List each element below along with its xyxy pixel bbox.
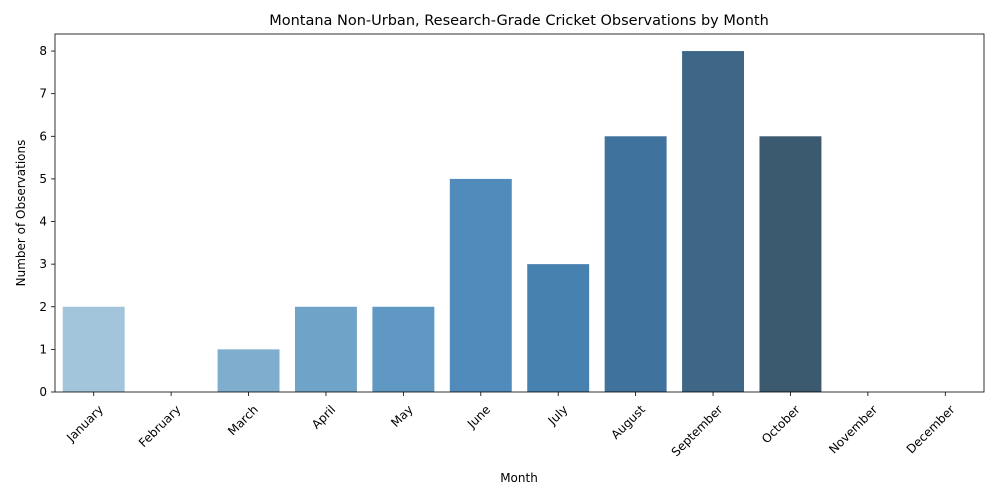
x-tick-label: April [309,402,338,431]
bar-may [372,306,435,392]
y-tick-label: 8 [39,44,47,58]
y-axis-label: Number of Observations [14,140,28,287]
y-tick-label: 2 [39,300,47,314]
bar-august [604,136,667,392]
x-tick-label: August [608,402,648,442]
x-axis: January February March April May June July Augu… [63,392,958,459]
y-tick-label: 4 [39,215,47,229]
bar-january [62,306,125,392]
bar-october [759,136,822,392]
y-axis: 0 1 2 3 4 5 6 7 8 [39,44,55,399]
plot-frame [54,33,985,393]
x-axis-label: Month [500,471,538,485]
chart-title: Montana Non-Urban, Research-Grade Cricke… [269,13,769,29]
y-tick-label: 1 [39,342,47,356]
x-tick-label: December [904,402,958,456]
x-tick-label: July [545,402,571,428]
bars-group [62,51,822,393]
bar-april [294,306,357,392]
x-tick-label: October [759,402,803,446]
x-tick-label: May [388,402,415,429]
x-tick-label: June [464,402,493,431]
bar-june [449,178,512,392]
x-tick-label: September [669,402,726,459]
x-tick-label: November [826,402,880,456]
y-tick-label: 3 [39,257,47,271]
y-tick-label: 0 [39,385,47,399]
x-tick-label: January [63,402,106,445]
x-tick-label: February [136,402,184,450]
y-tick-label: 5 [39,172,47,186]
bar-march [217,349,280,392]
bar-september [682,51,745,393]
y-tick-label: 7 [39,87,47,101]
y-tick-label: 6 [39,129,47,143]
bar-july [527,264,590,392]
x-tick-label: March [225,402,261,438]
